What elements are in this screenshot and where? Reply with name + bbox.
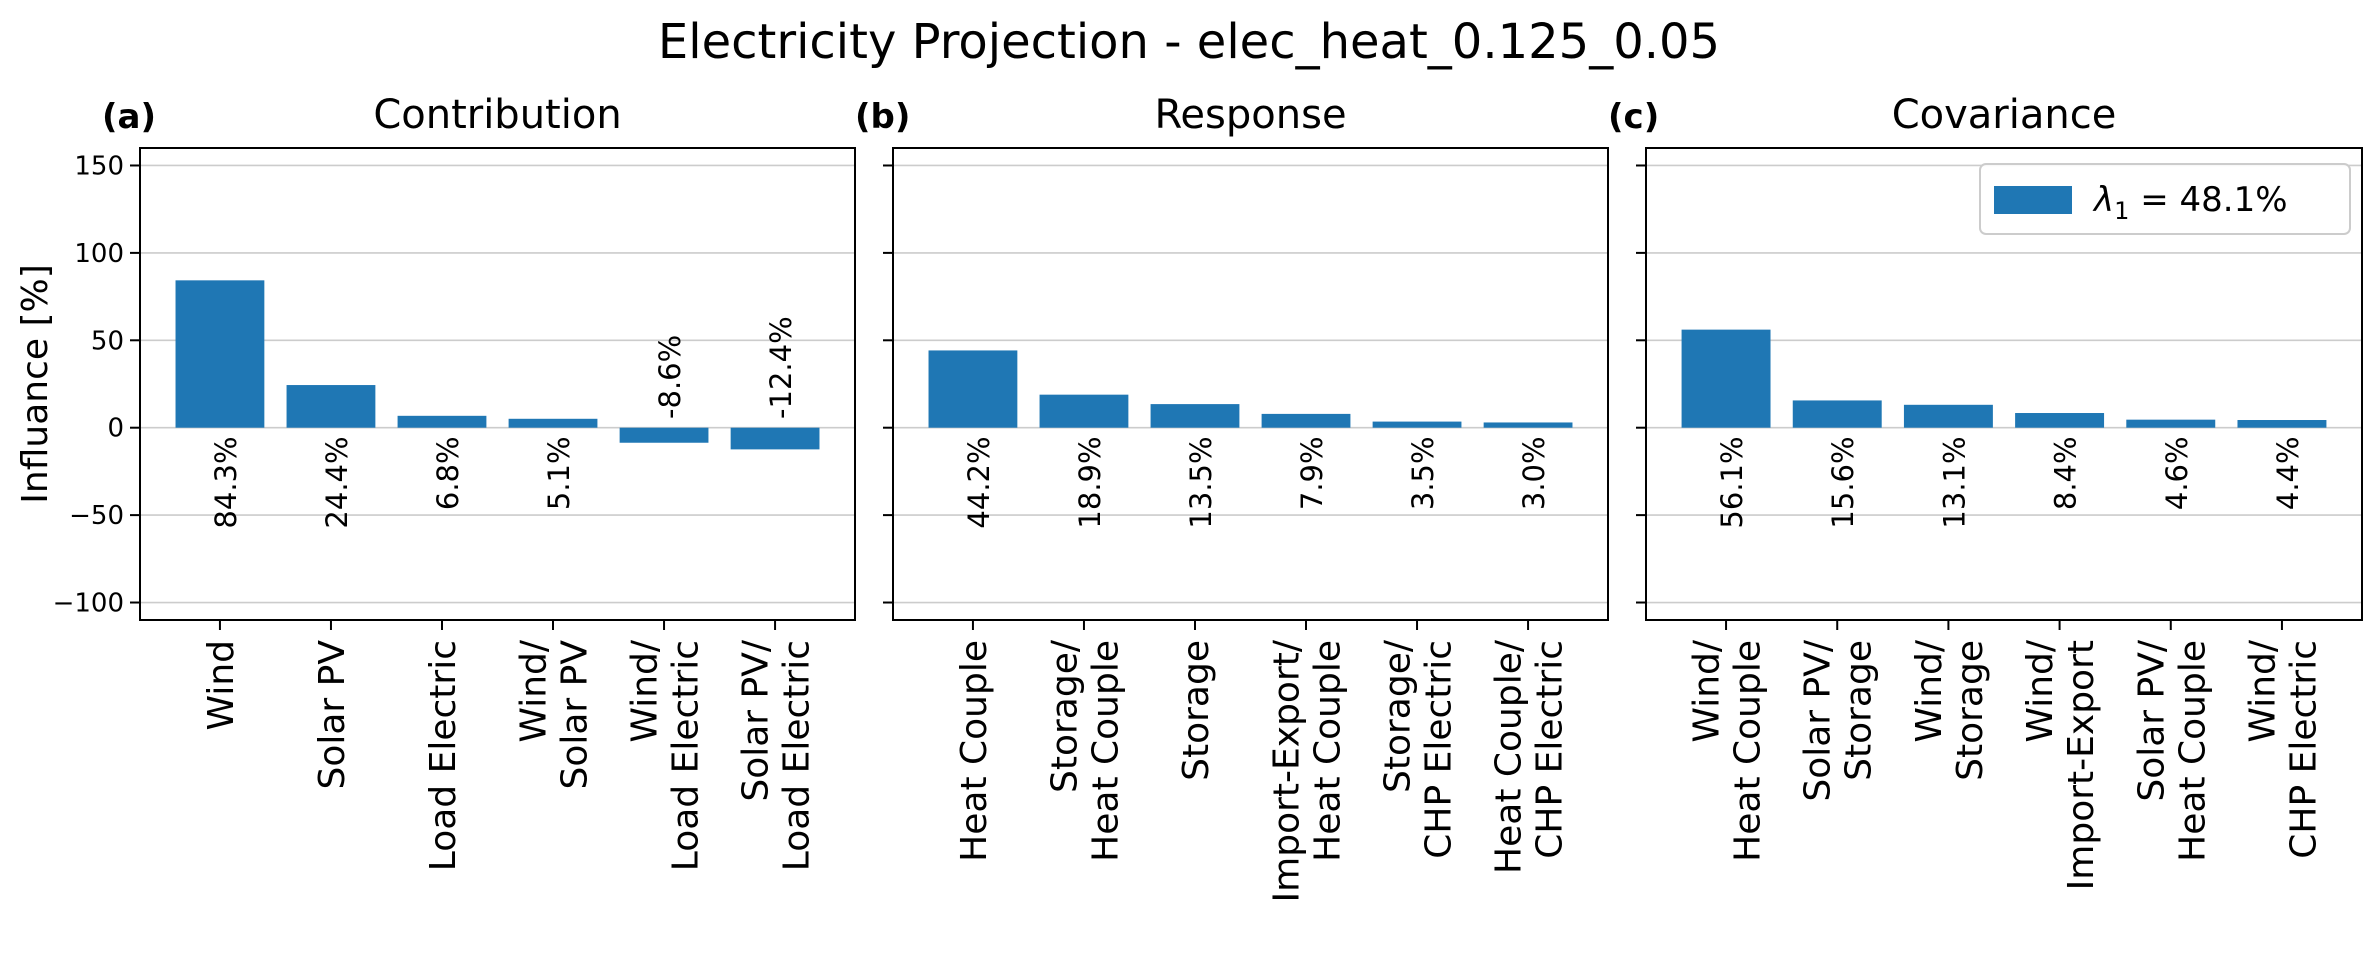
x-tick-label: Solar PV/Storage — [1798, 639, 1880, 802]
x-tick-label: Wind/Storage — [1909, 639, 1991, 781]
value-label: 6.8% — [431, 436, 465, 510]
x-tick-label: Solar PV — [312, 640, 353, 790]
y-tick-label: 0 — [107, 414, 124, 444]
bar — [508, 418, 598, 428]
panel-3: 56.1% 15.6% 13.1% 8.4% 4.6% 4.4% Wind/Heat Cou… — [1608, 92, 2363, 890]
bar — [2126, 419, 2216, 428]
y-tick-label: 100 — [74, 239, 124, 269]
panel-2: 44.2% 18.9% 13.5% 7.9% 3.5% 3.0% Heat Couple St… — [855, 92, 1609, 902]
value-label: 7.9% — [1295, 436, 1329, 510]
panel-1: 84.3% 24.4% 6.8% 5.1% -8.6% -12.4% 150 100 50 0 −5… — [53, 92, 856, 871]
axes-frame — [1645, 147, 2363, 621]
y-tick-label: −100 — [53, 589, 124, 619]
bar — [1681, 329, 1771, 428]
x-tick-label: Wind — [201, 640, 242, 730]
bar — [1261, 413, 1351, 428]
bar — [1039, 394, 1129, 428]
x-tick-label: Solar PV/Load Electric — [736, 639, 818, 871]
value-label: 5.1% — [542, 436, 576, 510]
bar — [1150, 404, 1240, 428]
figure-title: Electricity Projection - elec_heat_0.125… — [658, 14, 1720, 70]
bar — [730, 427, 820, 450]
x-tick-label: Storage/CHP Electric — [1378, 639, 1460, 859]
legend-swatch — [1994, 186, 2072, 214]
x-tick-label: Heat Couple/CHP Electric — [1489, 639, 1571, 874]
panel-title: Covariance — [1892, 92, 2117, 138]
value-label: 4.6% — [2160, 436, 2194, 510]
x-tick-label: Solar PV/Heat Couple — [2131, 639, 2213, 862]
panel-label: (b) — [855, 97, 910, 137]
value-label: 13.5% — [1184, 436, 1218, 528]
bar — [175, 280, 265, 428]
axes-frame — [892, 147, 1609, 621]
panel-label: (c) — [1608, 97, 1659, 137]
value-label: 18.9% — [1073, 436, 1107, 528]
bar — [397, 415, 487, 428]
value-label: 3.0% — [1517, 436, 1551, 510]
panels: 84.3% 24.4% 6.8% 5.1% -8.6% -12.4% 150 100 50 0 −5… — [15, 92, 2363, 902]
bar — [1483, 422, 1573, 428]
bar — [2237, 420, 2327, 428]
bar — [286, 385, 376, 428]
value-label: 44.2% — [962, 436, 996, 528]
legend: λ1 = 48.1% — [1979, 163, 2351, 235]
y-axis-label: Influance [%] — [15, 264, 56, 503]
y-tick-label: 150 — [74, 151, 124, 181]
x-tick-label: Wind/Import-Export — [2020, 639, 2102, 890]
panel-label: (a) — [102, 97, 156, 137]
bar — [2015, 413, 2105, 428]
bar — [928, 350, 1018, 428]
y-tick-label: −50 — [69, 501, 124, 531]
x-tick-label: Wind/Load Electric — [625, 639, 707, 871]
legend-box — [1979, 163, 2351, 235]
panel-title: Contribution — [373, 92, 621, 138]
value-label: 13.1% — [1937, 436, 1971, 528]
value-label: 15.6% — [1826, 436, 1860, 528]
value-label: 84.3% — [209, 436, 243, 528]
value-label: 8.4% — [2049, 436, 2083, 510]
bar — [1792, 400, 1882, 428]
x-tick-label: Wind/Heat Couple — [1687, 639, 1769, 862]
x-tick-label: Wind/Solar PV — [514, 639, 596, 789]
legend-label: λ1 = 48.1% — [2092, 180, 2288, 225]
x-tick-label: Import-Export/Heat Couple — [1267, 639, 1349, 902]
value-label: 56.1% — [1715, 436, 1749, 528]
x-tick-label: Load Electric — [423, 640, 464, 871]
bar — [619, 427, 709, 443]
x-tick-label: Storage — [1176, 640, 1217, 781]
axes-frame — [139, 147, 856, 621]
value-label: 3.5% — [1406, 436, 1440, 510]
x-tick-label: Wind/CHP Electric — [2242, 639, 2324, 859]
panel-title: Response — [1154, 92, 1346, 138]
bar — [1903, 404, 1993, 428]
y-tick-label: 50 — [91, 326, 124, 356]
value-label: 4.4% — [2271, 436, 2305, 510]
x-tick-label: Heat Couple — [954, 640, 995, 862]
value-label: 24.4% — [320, 436, 354, 528]
value-label: -8.6% — [653, 335, 687, 419]
value-label: -12.4% — [764, 316, 798, 419]
bar — [1372, 421, 1462, 428]
x-tick-label: Storage/Heat Couple — [1044, 639, 1126, 862]
